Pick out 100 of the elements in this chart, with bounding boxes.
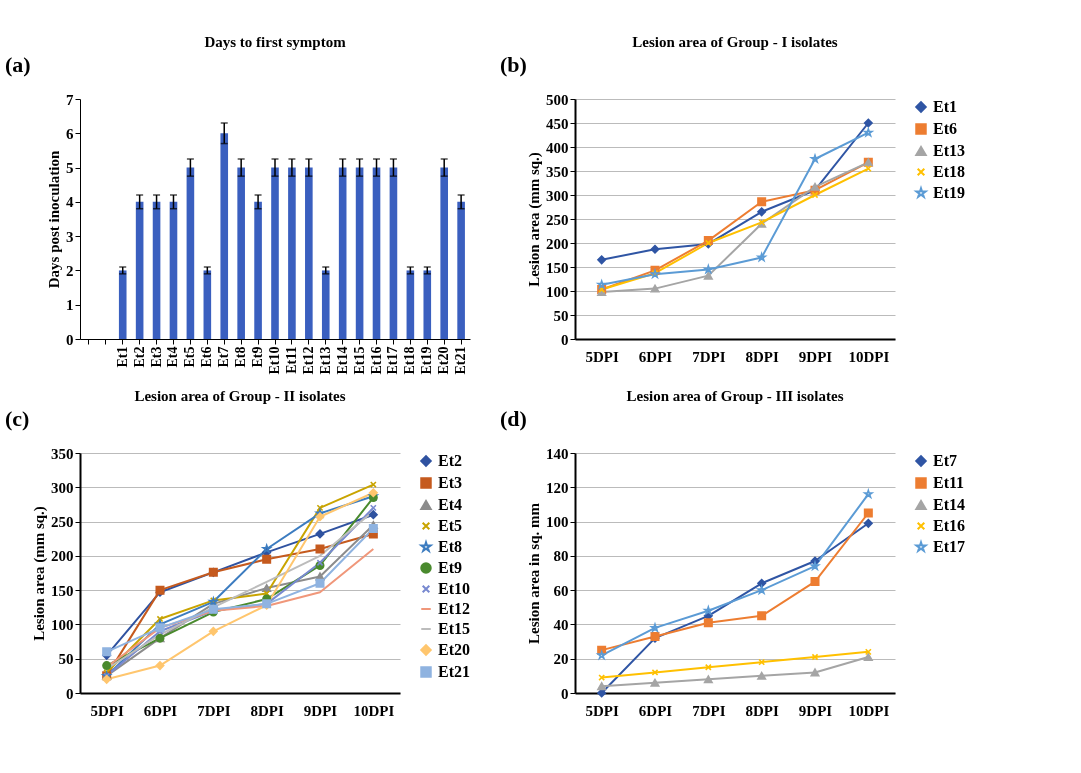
y-tick-label: 6 [66, 125, 74, 142]
legend-label: Et10 [438, 580, 470, 597]
legend-label: Et1 [933, 98, 957, 115]
y-tick-label: 300 [546, 187, 569, 204]
y-tick-label: 5 [66, 160, 74, 177]
y-tick-label: 50 [553, 307, 569, 324]
x-tick-label: 7DPI [197, 702, 231, 719]
y-tick-label: 80 [553, 548, 569, 565]
x-tick-label: Et8 [233, 346, 249, 368]
text: (c) [5, 406, 30, 431]
chart-title: Lesion area of Group - II isolates [134, 388, 346, 404]
x-tick-label: Et9 [250, 346, 266, 368]
legend-label: Et7 [933, 452, 957, 469]
y-tick-label: 1 [66, 297, 74, 314]
legend-label: Et15 [438, 620, 470, 637]
chart-title: Days to first symptom [204, 34, 347, 50]
legend-label: Et19 [933, 184, 965, 201]
x-tick-label: 5DPI [90, 702, 124, 719]
x-tick-label: Et18 [402, 346, 418, 375]
x-tick-label: Et4 [165, 346, 181, 368]
x-tick-label: 5DPI [585, 348, 619, 365]
x-tick-label: 9DPI [798, 348, 833, 365]
y-tick-label: 300 [51, 479, 74, 496]
x-tick-label: 7DPI [692, 348, 726, 365]
x-tick-label: Et17 [385, 346, 401, 375]
x-tick-label: Et20 [436, 346, 452, 375]
x-tick-label: Et13 [317, 346, 333, 375]
legend-label: Et16 [933, 517, 965, 534]
x-tick-label: 9DPI [303, 702, 338, 719]
y-tick-label: 100 [51, 616, 74, 633]
y-axis-title: Days post inoculation [46, 150, 62, 289]
x-tick-label: 8DPI [250, 702, 284, 719]
x-tick-label: Et3 [148, 346, 164, 368]
y-tick-label: 400 [546, 139, 569, 156]
x-tick-label: Et10 [267, 346, 282, 375]
chart-title: Lesion area of Group - III isolates [626, 388, 844, 404]
x-tick-label: Et2 [131, 346, 147, 368]
text: (d) [500, 406, 527, 431]
x-tick-label: Et12 [300, 346, 316, 375]
y-tick-label: 100 [546, 283, 569, 300]
legend-label: Et3 [438, 474, 462, 491]
legend-label: Et17 [933, 538, 965, 555]
x-tick-label: Et16 [368, 346, 384, 375]
y-tick-label: 140 [546, 445, 569, 462]
x-tick-label: Et15 [351, 346, 367, 375]
x-tick-label: 8DPI [745, 702, 779, 719]
x-tick-label: Et5 [182, 346, 198, 368]
y-tick-label: 350 [51, 445, 74, 462]
y-tick-label: 500 [546, 91, 569, 108]
y-tick-label: 100 [546, 514, 569, 531]
x-tick-label: Et14 [334, 346, 350, 375]
x-tick-label: 10DPI [848, 348, 890, 365]
y-axis-title: Lesion area in sq. mm [526, 502, 542, 644]
text: (b) [500, 52, 527, 77]
legend-label: Et6 [933, 120, 957, 137]
legend-label: Et20 [438, 641, 470, 658]
y-tick-label: 0 [561, 331, 569, 348]
legend-label: Et18 [933, 163, 965, 180]
y-axis-title: Lesion area (mm sq.) [526, 152, 543, 287]
y-tick-label: 200 [546, 235, 569, 252]
y-tick-label: 250 [51, 514, 74, 531]
x-tick-label: Et7 [216, 346, 232, 368]
y-axis-title: Lesion area (mm sq.) [31, 506, 48, 641]
legend-label: Et5 [438, 517, 462, 534]
legend-label: Et14 [933, 496, 965, 513]
y-tick-label: 0 [561, 685, 569, 702]
y-tick-label: 350 [546, 163, 569, 180]
x-tick-label: Et21 [453, 346, 469, 375]
y-tick-label: 200 [51, 548, 74, 565]
y-tick-label: 250 [546, 211, 569, 228]
x-tick-label: 10DPI [848, 702, 890, 719]
y-tick-label: 0 [66, 331, 74, 348]
legend-label: Et12 [438, 600, 470, 617]
x-tick-label: Et11 [283, 346, 299, 374]
y-tick-label: 20 [553, 651, 569, 668]
x-tick-label: 6DPI [638, 702, 673, 719]
y-tick-label: 150 [51, 582, 74, 599]
y-tick-label: 40 [553, 616, 569, 633]
y-tick-label: 450 [546, 115, 569, 132]
legend-label: Et21 [438, 663, 470, 680]
y-tick-label: 0 [66, 685, 74, 702]
x-tick-label: Et19 [419, 346, 435, 375]
y-tick-label: 60 [553, 582, 569, 599]
y-tick-label: 4 [66, 194, 74, 211]
legend-label: Et11 [933, 474, 965, 491]
y-tick-label: 50 [58, 651, 74, 668]
x-tick-label: 7DPI [692, 702, 726, 719]
legend-label: Et2 [438, 452, 462, 469]
y-tick-label: 120 [546, 479, 569, 496]
legend-label: Et9 [438, 559, 462, 576]
y-tick-label: 150 [546, 259, 569, 276]
legend-label: Et13 [933, 142, 965, 159]
y-tick-label: 7 [66, 91, 74, 108]
x-tick-label: 5DPI [585, 702, 619, 719]
x-tick-label: Et1 [114, 346, 130, 368]
x-tick-label: Et6 [199, 346, 215, 368]
y-tick-label: 3 [66, 228, 74, 245]
x-tick-label: 6DPI [143, 702, 178, 719]
chart-title: Lesion area of Group - I isolates [632, 34, 838, 50]
legend-label: Et4 [438, 496, 462, 513]
